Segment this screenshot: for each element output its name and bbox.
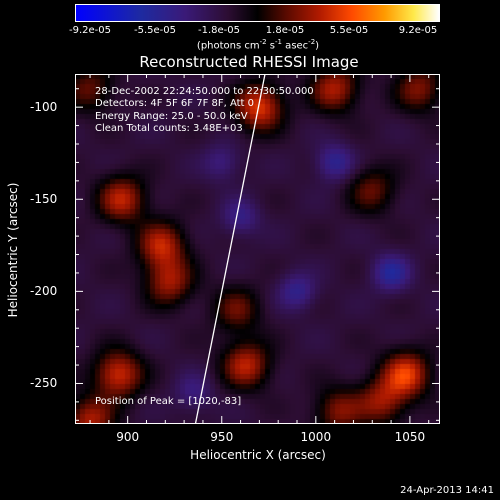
limb-overlay	[194, 74, 266, 424]
x-tick-label: 950	[210, 430, 234, 444]
colorbar-tick-label: 9.2e-05	[398, 25, 438, 36]
info-line-counts: Clean Total counts: 3.48E+03	[95, 123, 243, 134]
info-line-detectors: Detectors: 4F 5F 6F 7F 8F, Att 0	[95, 98, 255, 109]
colorbar-tick-label: 5.5e-05	[329, 25, 369, 36]
y-axis-label: Heliocentric Y (arcsec)	[6, 182, 20, 318]
plot-area: 28-Dec-2002 22:24:50.000 to 22:30:50.000…	[75, 74, 440, 424]
timestamp: 24-Apr-2013 14:41	[400, 485, 494, 496]
x-tick-label: 900	[116, 430, 140, 444]
chart-title: Reconstructed RHESSI Image	[139, 53, 359, 71]
info-line-time: 28-Dec-2002 22:24:50.000 to 22:30:50.000	[95, 86, 314, 97]
colorbar-tick-label: 1.8e-05	[265, 25, 305, 36]
x-axis-label: Heliocentric X (arcsec)	[190, 448, 326, 462]
x-tick-label: 1000	[300, 430, 332, 444]
y-tick-label: -250	[30, 376, 58, 391]
y-tick-label: -150	[30, 192, 58, 207]
colorbar-units-label: (photons cm-2 s-1 asec-2)	[196, 38, 320, 52]
solar-limb-line	[194, 74, 266, 424]
colorbar-tick-label: -9.2e-05	[69, 25, 111, 36]
info-line-energy: Energy Range: 25.0 - 50.0 keV	[95, 111, 248, 122]
peak-position-label: Position of Peak = [1020,-83]	[95, 396, 242, 407]
y-tick-label: -100	[30, 100, 58, 115]
heatmap-image	[75, 74, 440, 424]
colorbar-tick-label: -5.5e-05	[134, 25, 176, 36]
x-tick-label: 1050	[394, 430, 426, 444]
colorbar-tick-label: -1.8e-05	[198, 25, 240, 36]
y-tick-label: -200	[30, 284, 58, 299]
colorbar	[75, 4, 440, 22]
